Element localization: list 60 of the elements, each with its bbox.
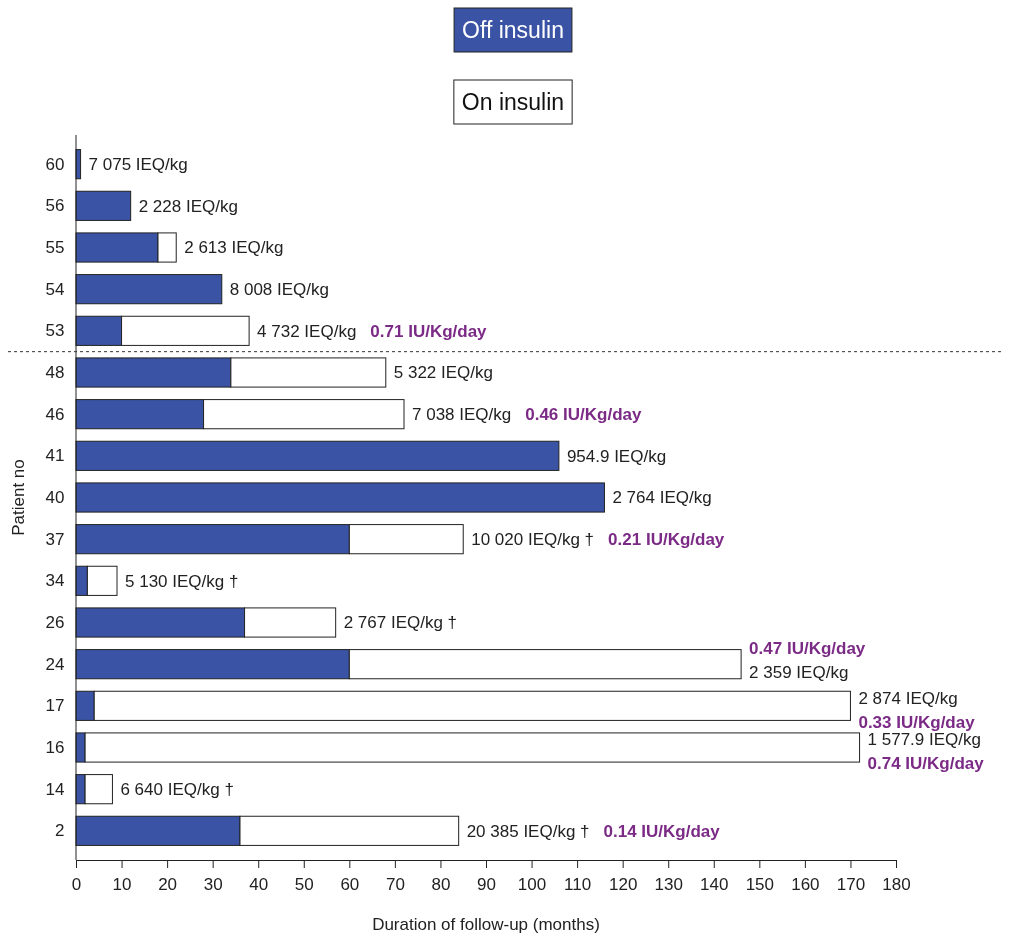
y-tick-label: 26 <box>45 612 65 632</box>
x-tick-label: 50 <box>294 874 314 894</box>
annotation: 1 577.9 IEQ/kg <box>867 730 981 750</box>
x-tick-label: 120 <box>608 874 638 894</box>
x-tick-label: 140 <box>700 874 729 894</box>
y-tick-label: 53 <box>45 321 65 341</box>
x-tick-label: 70 <box>385 874 405 894</box>
annotation: 0.33 IU/Kg/day <box>858 712 976 732</box>
text: On insulin <box>461 89 565 116</box>
y-tick-label: 56 <box>45 196 65 216</box>
x-tick-label: 60 <box>340 874 360 894</box>
annotation: 2 359 IEQ/kg <box>749 663 849 683</box>
y-tick-label: 55 <box>45 237 65 257</box>
annotation: 2 874 IEQ/kg <box>858 688 958 708</box>
y-tick-label: 60 <box>45 154 65 174</box>
y-tick-label: 16 <box>45 737 65 757</box>
annotation: 2 764 IEQ/kg <box>612 488 712 508</box>
y-tick-label: 24 <box>45 654 65 674</box>
annotation: 0.47 IU/Kg/day <box>749 639 866 659</box>
annotation: 7 075 IEQ/kg <box>88 155 188 175</box>
x-tick-label: 10 <box>112 874 132 894</box>
x-tick-label: 20 <box>158 874 178 894</box>
annotation: 6 640 IEQ/kg † <box>120 780 234 800</box>
x-tick-label: 0 <box>71 874 82 894</box>
y-tick-label: 40 <box>45 487 65 507</box>
x-tick-label: 40 <box>249 874 269 894</box>
x-tick-label: 150 <box>745 874 775 894</box>
y-tick-label: 54 <box>45 279 65 299</box>
annotation: 7 038 IEQ/kg 0.46 IU/Kg/day <box>412 405 642 425</box>
y-axis-title: Patient no <box>9 459 28 536</box>
x-tick-label: 170 <box>836 874 866 894</box>
x-tick-label: 110 <box>564 874 592 894</box>
x-tick-label: 100 <box>517 874 547 894</box>
y-tick-label: 2 <box>55 821 65 841</box>
x-tick-label: 90 <box>477 874 496 894</box>
annotation: 5 322 IEQ/kg <box>393 363 494 383</box>
annotation: 20 385 IEQ/kg † 0.14 IU/Kg/day <box>466 821 721 841</box>
x-axis-title: Duration of follow-up (months) <box>372 915 600 934</box>
y-tick-label: 17 <box>45 696 65 716</box>
annotation: 4 732 IEQ/kg 0.71 IU/Kg/day <box>257 321 488 341</box>
y-tick-label: 37 <box>45 529 65 549</box>
annotation: 954.9 IEQ/kg <box>566 446 667 466</box>
x-tick-label: 130 <box>654 874 683 894</box>
annotation: 2 228 IEQ/kg <box>138 196 238 216</box>
y-tick-label: 14 <box>45 779 65 799</box>
annotation: 5 130 IEQ/kg † <box>125 571 239 591</box>
x-tick-label: 80 <box>431 874 451 894</box>
annotation: 10 020 IEQ/kg † 0.21 IU/Kg/day <box>471 530 725 550</box>
annotation: 8 008 IEQ/kg <box>229 280 330 300</box>
annotation: 2 613 IEQ/kg <box>184 238 284 258</box>
y-tick-label: 41 <box>45 446 65 466</box>
x-tick-label: 180 <box>882 874 911 894</box>
annotation: 2 767 IEQ/kg † <box>343 613 458 633</box>
y-tick-label: 48 <box>45 362 65 382</box>
x-tick-label: 160 <box>791 874 820 894</box>
y-tick-label: 34 <box>45 571 65 591</box>
x-tick-label: 30 <box>203 874 223 894</box>
text: Off insulin <box>462 17 564 44</box>
y-tick-label: 46 <box>45 404 65 424</box>
annotation: 0.74 IU/Kg/day <box>867 754 985 774</box>
